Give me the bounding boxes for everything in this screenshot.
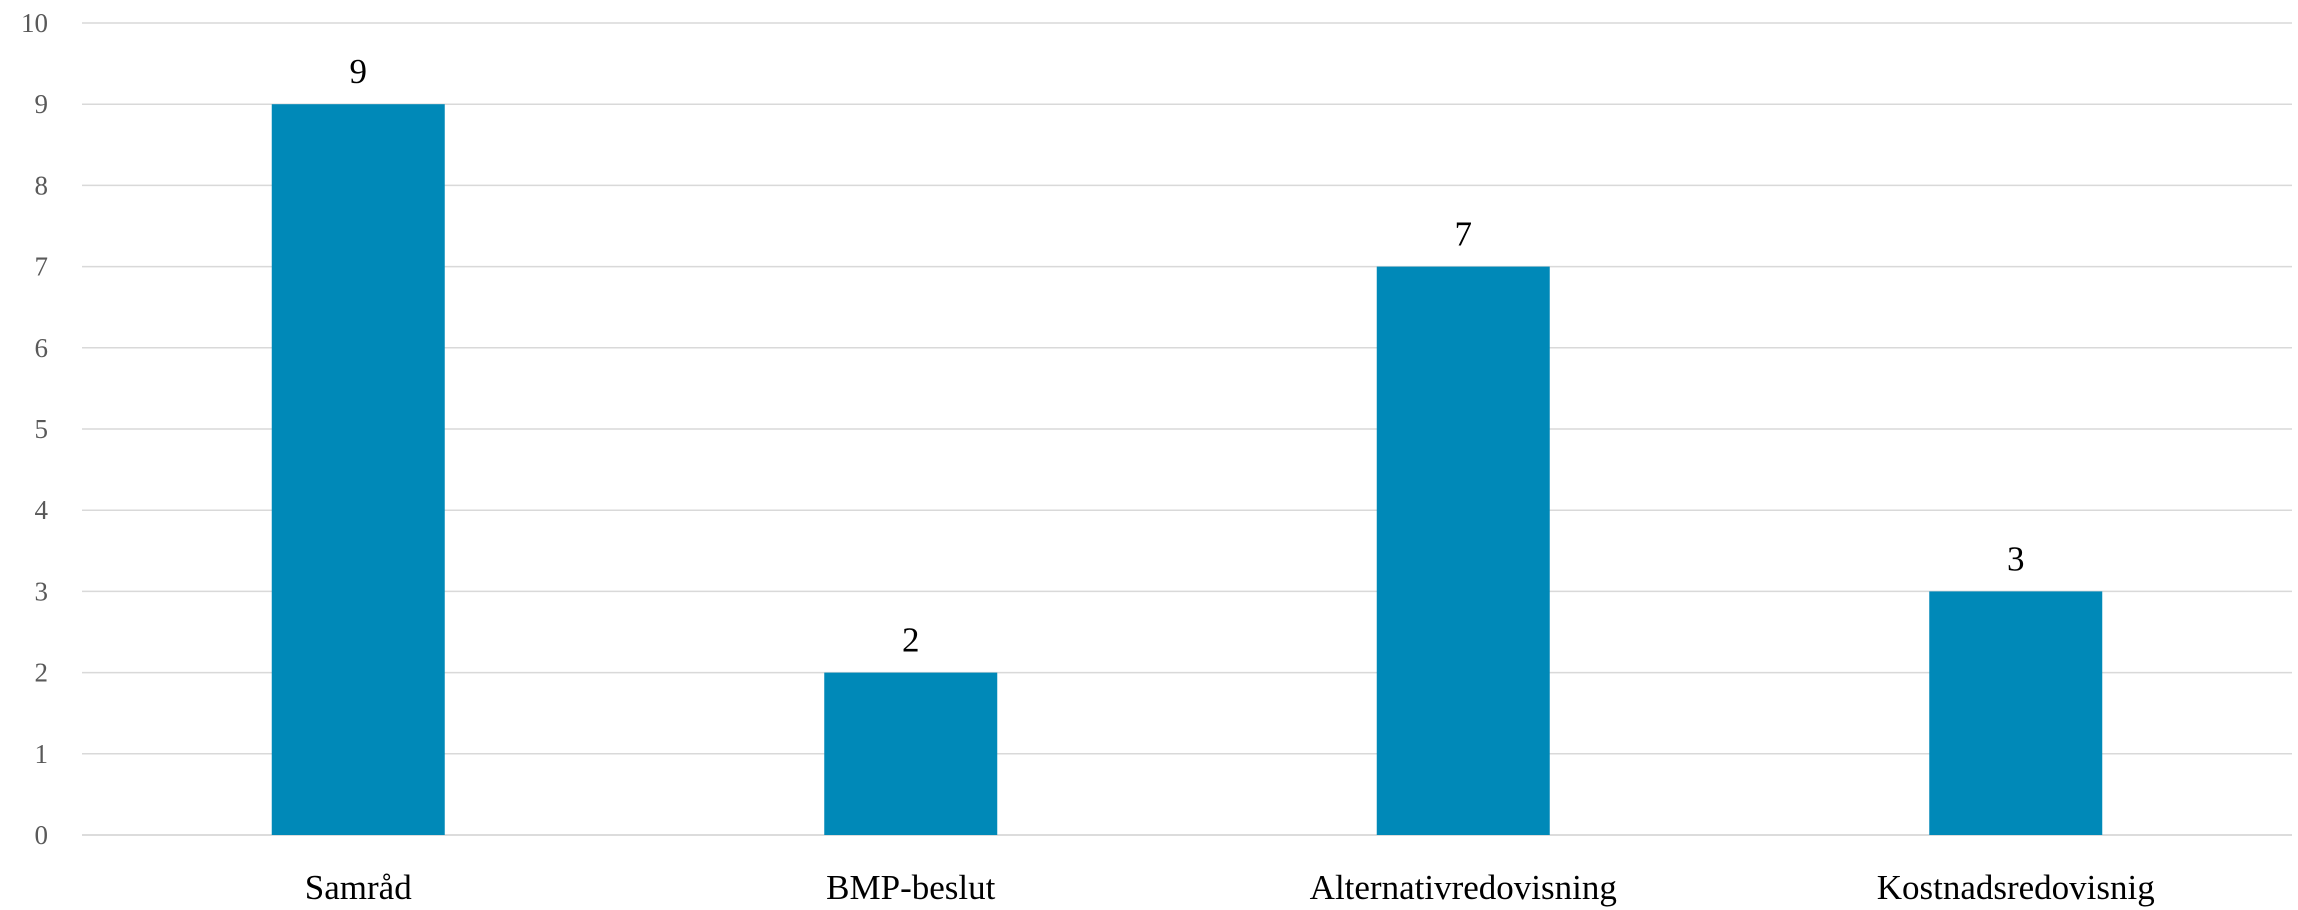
data-label: 3 xyxy=(2007,539,2025,578)
bar-1 xyxy=(824,672,998,835)
bar-2 xyxy=(1376,266,1550,836)
y-tick-label: 4 xyxy=(35,495,49,525)
x-tick-label: Kostnadsredovisnig xyxy=(1877,868,2155,907)
data-label: 2 xyxy=(902,621,920,660)
y-axis-ticks: 0 1 2 3 4 5 6 7 8 9 10 xyxy=(21,8,49,850)
bar-3 xyxy=(1929,591,2103,835)
x-tick-label: Samråd xyxy=(305,868,412,907)
y-tick-label: 8 xyxy=(35,170,49,200)
x-tick-label: Alternativredovisning xyxy=(1310,868,1617,907)
x-tick-label: BMP-beslut xyxy=(826,868,995,907)
y-tick-label: 7 xyxy=(35,252,49,282)
data-label: 7 xyxy=(1455,215,1473,254)
data-label: 9 xyxy=(350,52,368,91)
data-labels: 9 2 7 3 xyxy=(350,52,2025,659)
y-tick-label: 10 xyxy=(21,8,48,38)
bars xyxy=(271,104,2103,836)
gridlines xyxy=(82,22,2292,836)
y-tick-label: 5 xyxy=(35,414,49,444)
y-tick-label: 3 xyxy=(35,576,49,606)
y-tick-label: 6 xyxy=(35,333,49,363)
bar-0 xyxy=(271,104,445,835)
y-tick-label: 9 xyxy=(35,89,49,119)
y-tick-label: 0 xyxy=(35,820,49,850)
x-axis-ticks: Samråd BMP-beslut Alternativredovisning Kos… xyxy=(305,868,2155,907)
y-tick-label: 2 xyxy=(35,658,49,688)
y-tick-label: 1 xyxy=(35,739,49,769)
